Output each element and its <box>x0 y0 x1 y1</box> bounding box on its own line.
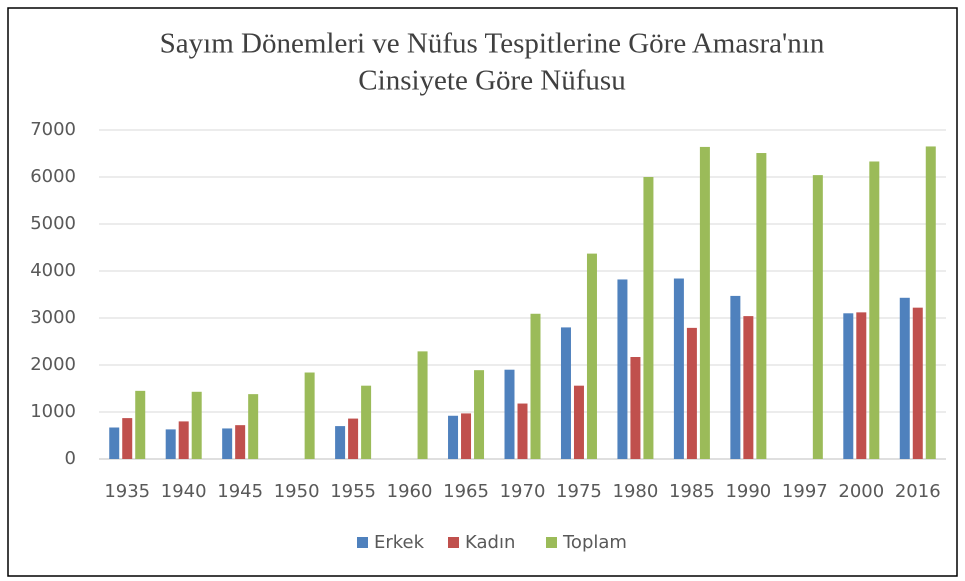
x-tick-label: 1935 <box>104 481 150 502</box>
y-tick-label: 6000 <box>30 166 76 187</box>
bar <box>109 427 120 459</box>
bar <box>586 253 597 459</box>
y-tick-label: 5000 <box>30 213 76 234</box>
bar <box>617 279 628 459</box>
bar <box>925 146 936 459</box>
x-tick-label: 1997 <box>782 481 828 502</box>
legend-swatch <box>448 537 459 548</box>
bar <box>248 394 259 459</box>
bar <box>843 313 854 459</box>
y-tick-label: 1000 <box>30 401 76 422</box>
x-tick-label: 1965 <box>443 481 489 502</box>
bar <box>461 413 472 459</box>
bar <box>686 327 697 459</box>
bar <box>474 370 485 459</box>
bar <box>135 390 146 459</box>
x-tick-label: 1985 <box>669 481 715 502</box>
bar <box>517 403 528 459</box>
bar <box>730 295 741 459</box>
x-tick-label: 2016 <box>895 481 941 502</box>
bar <box>122 418 133 459</box>
bar <box>448 415 459 459</box>
x-tick-label: 1970 <box>500 481 546 502</box>
bar <box>699 146 710 460</box>
bar <box>812 175 823 459</box>
bar <box>235 425 246 459</box>
legend-swatch <box>357 537 368 548</box>
chart-title: Sayım Dönemleri ve Nüfus Tespitlerine Gö… <box>160 28 825 60</box>
bar <box>530 313 541 459</box>
bar <box>643 177 654 459</box>
bar <box>165 429 176 459</box>
bar <box>348 418 359 459</box>
bar <box>899 297 910 459</box>
bar <box>856 312 867 459</box>
chart-frame <box>7 7 958 577</box>
bar <box>630 357 641 459</box>
y-tick-label: 2000 <box>30 354 76 375</box>
y-tick-label: 3000 <box>30 307 76 328</box>
x-tick-label: 1960 <box>387 481 433 502</box>
bar <box>417 351 428 459</box>
bar <box>756 153 767 459</box>
x-tick-label: 1975 <box>556 481 602 502</box>
x-tick-label: 1940 <box>161 481 207 502</box>
legend-label: Toplam <box>562 532 627 553</box>
bar <box>335 426 346 459</box>
legend-swatch <box>546 537 557 548</box>
y-tick-label: 4000 <box>30 260 76 281</box>
legend-label: Erkek <box>374 532 425 553</box>
bar <box>304 372 315 459</box>
bar <box>178 421 189 459</box>
x-tick-label: 1955 <box>330 481 376 502</box>
x-tick-label: 2000 <box>838 481 884 502</box>
bar <box>573 385 584 459</box>
x-tick-label: 1950 <box>274 481 320 502</box>
bar <box>504 369 515 459</box>
x-tick-label: 1980 <box>613 481 659 502</box>
bar <box>673 278 684 459</box>
x-tick-label: 1945 <box>217 481 263 502</box>
y-tick-label: 0 <box>65 448 76 469</box>
chart-title: Cinsiyete Göre Nüfusu <box>358 65 625 97</box>
y-tick-label: 7000 <box>30 119 76 140</box>
bar <box>743 316 754 459</box>
bar <box>191 391 202 459</box>
bar <box>222 428 233 459</box>
bar <box>361 385 372 459</box>
x-tick-label: 1990 <box>725 481 771 502</box>
bar <box>560 327 571 459</box>
bar <box>912 307 923 459</box>
legend-label: Kadın <box>465 532 515 553</box>
bar <box>869 161 880 460</box>
